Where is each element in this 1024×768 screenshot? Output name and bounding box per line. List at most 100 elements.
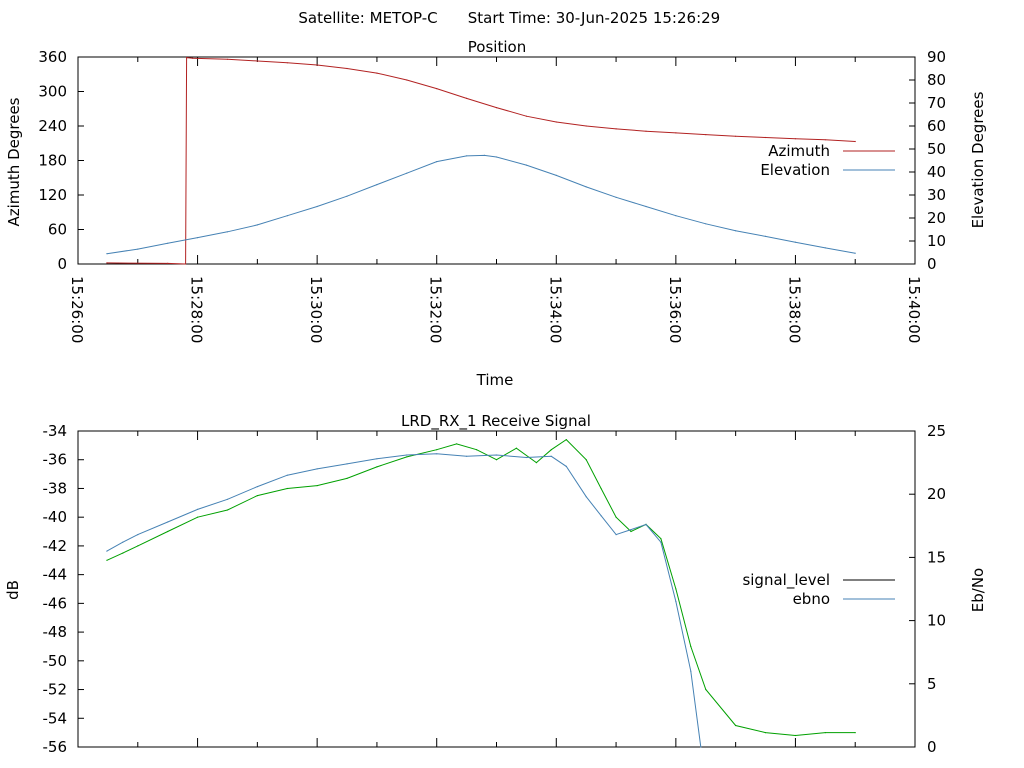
y-tick-label: -34 [43, 422, 68, 440]
y2-tick-label: 5 [927, 675, 937, 693]
data-point [675, 132, 677, 134]
x-tick-label: 15:26:00 [68, 276, 86, 343]
y-tick-label: 120 [38, 186, 67, 204]
data-point [466, 155, 468, 157]
data-point [406, 454, 408, 456]
chart2-legend: signal_level ebno [742, 571, 895, 608]
data-point [106, 550, 108, 552]
series-line [106, 453, 702, 748]
y2-tick-label: 60 [927, 117, 946, 135]
satellite-label: Satellite: METOP-C [298, 9, 437, 27]
y-tick-label: -38 [43, 479, 68, 497]
x-tick-label: 15:40:00 [905, 276, 923, 343]
data-point [735, 230, 737, 232]
y-tick-label: -56 [43, 738, 68, 756]
y-tick-label: -40 [43, 508, 68, 526]
data-point [256, 60, 258, 62]
data-point [137, 534, 139, 536]
start-time-label: Start Time: 30-Jun-2025 15:26:29 [468, 9, 720, 27]
data-point [794, 138, 797, 140]
data-point [316, 64, 318, 66]
data-point [167, 530, 169, 533]
data-point [550, 455, 552, 457]
data-point [466, 455, 468, 457]
data-point [645, 523, 647, 526]
data-point [630, 530, 632, 533]
y2-tick-label: 20 [927, 485, 946, 503]
data-point [197, 516, 199, 518]
data-point [316, 205, 318, 208]
y-tick-label: 0 [57, 255, 67, 273]
data-point [186, 57, 188, 59]
data-point [555, 174, 557, 176]
y-tick-label: -42 [43, 537, 68, 555]
data-point [600, 515, 602, 517]
data-point [376, 184, 378, 186]
data-point [376, 72, 378, 74]
data-point [735, 724, 737, 727]
data-point [700, 746, 702, 748]
legend-elevation-label: Elevation [760, 161, 830, 179]
data-point [185, 263, 187, 265]
data-point [286, 487, 288, 490]
y-tick-label: -52 [43, 681, 68, 699]
y2-tick-label: 10 [927, 232, 946, 250]
legend-azimuth-label: Azimuth [768, 142, 830, 160]
x-tick-label: 15:30:00 [307, 276, 325, 343]
data-point [436, 453, 438, 455]
y2-tick-label: 90 [927, 48, 946, 66]
data-point [495, 459, 498, 461]
data-point [585, 186, 587, 188]
data-point [106, 559, 108, 561]
y-tick-label: 180 [38, 152, 67, 170]
y-tick-label: -44 [43, 566, 68, 584]
data-point [764, 136, 767, 139]
y2-tick-label: 15 [927, 548, 946, 566]
y-tick-label: -36 [43, 451, 68, 469]
x-tick-label: 15:36:00 [666, 276, 684, 343]
y2-tick-label: 80 [927, 71, 946, 89]
data-point [167, 242, 169, 244]
data-point [854, 252, 856, 254]
data-point [525, 164, 528, 166]
data-point [565, 439, 567, 441]
y2-tick-label: 50 [927, 140, 946, 158]
data-point [122, 552, 124, 554]
x-tick-label: 15:32:00 [427, 276, 445, 343]
y2-tick-label: 70 [927, 94, 946, 112]
data-point [476, 449, 478, 451]
data-point [764, 732, 767, 734]
data-point [436, 449, 438, 451]
data-point [346, 477, 348, 479]
chart2-y-axis-label: dB [4, 580, 22, 600]
data-point [565, 465, 567, 467]
data-point [483, 154, 486, 156]
data-point [436, 161, 438, 163]
chart1-y2-axis-label: Elevation Degrees [969, 91, 987, 228]
data-point [316, 485, 318, 487]
y-tick-label: -54 [43, 709, 68, 727]
data-point [226, 509, 229, 511]
data-point [137, 248, 139, 250]
data-point [122, 541, 124, 543]
series-line [106, 154, 856, 255]
data-point [456, 443, 458, 445]
y2-tick-label: 20 [927, 209, 946, 227]
data-point [585, 459, 587, 461]
data-point [495, 454, 498, 456]
data-point [197, 508, 199, 510]
data-point [286, 62, 288, 64]
data-point [735, 135, 737, 137]
data-point [376, 458, 378, 460]
data-point [794, 241, 797, 243]
data-point [764, 235, 767, 237]
data-point [286, 215, 288, 217]
data-point [495, 107, 498, 109]
data-point [630, 529, 632, 531]
data-point [615, 196, 617, 198]
y2-tick-label: 30 [927, 186, 946, 204]
data-point [854, 140, 856, 143]
y-tick-label: 300 [38, 83, 67, 101]
x-tick-label: 15:28:00 [188, 276, 206, 343]
